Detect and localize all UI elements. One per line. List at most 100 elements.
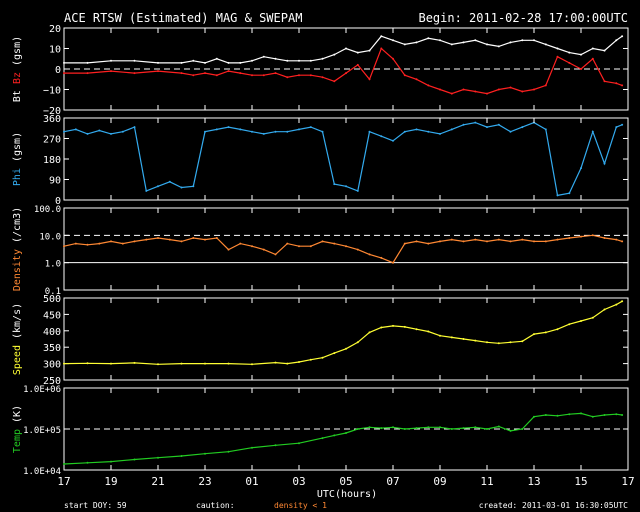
series-bz xyxy=(64,47,623,95)
point-phi xyxy=(439,132,441,135)
begin-time: Begin: 2011-02-28 17:00:00UTC xyxy=(418,11,628,25)
point-temp xyxy=(333,434,336,437)
point-density xyxy=(403,242,406,245)
point-bz xyxy=(63,72,65,75)
point-bz xyxy=(462,88,465,91)
point-bz xyxy=(403,74,406,77)
point-bz xyxy=(204,72,206,75)
point-temp xyxy=(345,432,347,434)
point-bt xyxy=(509,41,512,44)
point-phi xyxy=(521,126,524,129)
point-bt xyxy=(239,61,242,64)
point-phi xyxy=(98,129,101,132)
point-speed xyxy=(204,362,206,365)
chart-title: ACE RTSW (Estimated) MAG & SWEPAM xyxy=(64,11,302,25)
point-bz xyxy=(356,63,359,66)
y-tick-label: 100.0 xyxy=(34,205,61,215)
panel-mag: 20 10 0 −10 −20 Bt Bz (gsm) xyxy=(12,24,629,117)
point-temp xyxy=(580,412,582,415)
point-bt xyxy=(204,61,206,64)
point-speed xyxy=(580,320,582,322)
point-bt xyxy=(486,43,488,46)
point-speed xyxy=(439,334,441,337)
y-axis-label: Temp (K) xyxy=(12,405,23,453)
y-axis-label: Density (/cm3) xyxy=(12,207,23,291)
point-density xyxy=(380,256,383,259)
point-bz xyxy=(133,72,136,75)
point-speed xyxy=(556,328,559,331)
point-phi xyxy=(215,128,218,131)
point-temp xyxy=(321,437,324,440)
y-tick-label: 0 xyxy=(55,196,61,207)
point-phi xyxy=(180,186,183,189)
point-bt xyxy=(427,37,430,40)
point-bz xyxy=(556,55,559,58)
series-speed xyxy=(63,300,623,365)
panel-speed: 500 450 400 350 300 250 Speed (km/s) xyxy=(12,294,629,387)
point-speed xyxy=(227,362,230,365)
point-temp xyxy=(615,413,618,416)
point-temp xyxy=(86,461,89,464)
point-density xyxy=(415,240,418,243)
point-phi xyxy=(274,130,277,133)
point-bz xyxy=(227,70,230,73)
point-bz xyxy=(427,84,430,87)
point-bz xyxy=(309,74,312,77)
point-speed xyxy=(333,352,336,355)
point-bz xyxy=(580,68,582,70)
point-bt xyxy=(450,43,453,46)
point-speed xyxy=(621,300,624,303)
point-phi xyxy=(392,139,394,142)
point-bz xyxy=(215,74,218,77)
point-speed xyxy=(615,303,618,306)
point-density xyxy=(603,237,606,239)
point-bt xyxy=(521,39,524,42)
y-tick-label: −10 xyxy=(43,86,61,97)
point-bz xyxy=(192,74,195,77)
point-bt xyxy=(556,47,559,50)
point-bt xyxy=(603,49,606,52)
point-phi xyxy=(556,194,559,197)
y-tick-label: 270 xyxy=(43,135,61,146)
point-speed xyxy=(474,339,477,342)
point-bz xyxy=(591,57,594,60)
point-speed xyxy=(274,361,277,364)
point-density xyxy=(227,248,230,251)
point-bz xyxy=(86,72,89,75)
point-density xyxy=(286,242,289,245)
point-speed xyxy=(157,363,159,366)
point-bz xyxy=(110,70,112,73)
point-speed xyxy=(180,362,183,365)
point-temp xyxy=(403,428,406,430)
point-bt xyxy=(286,59,289,62)
x-tick-label: 15 xyxy=(574,475,587,488)
x-tick-label: 11 xyxy=(480,475,493,488)
point-speed xyxy=(133,361,136,364)
point-phi xyxy=(509,130,512,133)
point-phi xyxy=(621,123,624,126)
x-tick-label: 13 xyxy=(527,475,540,488)
point-bt xyxy=(474,39,477,42)
point-density xyxy=(110,240,112,243)
point-density xyxy=(309,245,312,248)
point-phi xyxy=(286,130,289,133)
point-density xyxy=(157,237,159,239)
point-phi xyxy=(133,126,136,129)
point-speed xyxy=(63,362,65,365)
point-bz xyxy=(474,90,477,93)
point-bt xyxy=(63,61,65,64)
point-density xyxy=(392,261,394,264)
point-density xyxy=(486,240,488,243)
point-temp xyxy=(110,460,112,463)
y-axis-label-part: (gsm) xyxy=(12,132,23,168)
x-tick-label: 19 xyxy=(104,475,117,488)
point-temp xyxy=(415,427,418,430)
point-bt xyxy=(298,59,300,62)
y-tick-label: 0 xyxy=(55,65,61,76)
point-density xyxy=(204,238,206,241)
point-speed xyxy=(298,361,300,363)
point-temp xyxy=(603,414,606,416)
point-temp xyxy=(204,452,206,455)
